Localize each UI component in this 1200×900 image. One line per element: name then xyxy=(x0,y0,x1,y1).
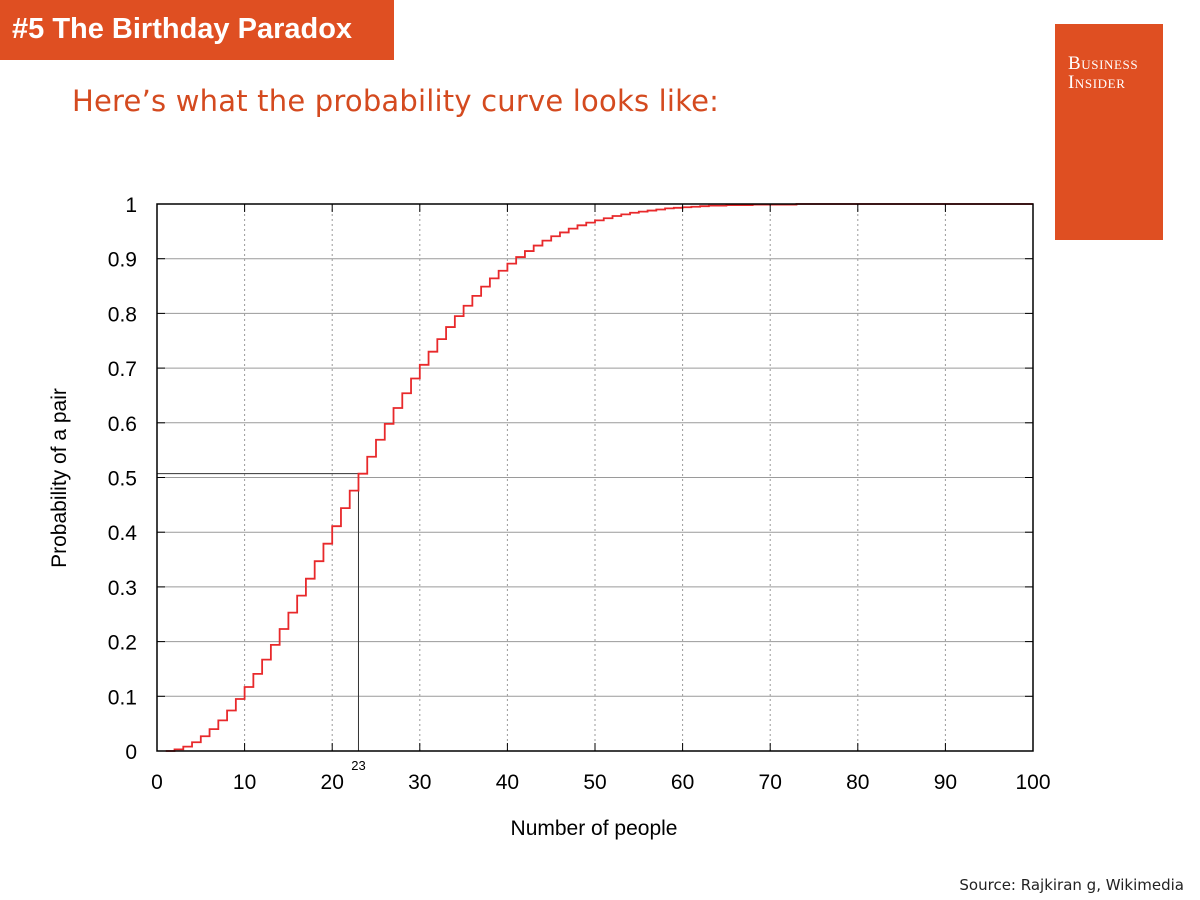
source-credit: Source: Rajkiran g, Wikimedia xyxy=(959,876,1184,894)
x-tick-label: 0 xyxy=(151,771,163,794)
y-tick-label: 0.5 xyxy=(108,468,137,491)
y-tick-label: 1 xyxy=(125,194,137,217)
y-tick-label: 0.2 xyxy=(108,632,137,655)
annotation-label: 23 xyxy=(351,758,365,773)
y-tick-label: 0 xyxy=(125,741,137,764)
slide-title-badge: #5 The Birthday Paradox xyxy=(0,0,394,60)
x-axis-label: Number of people xyxy=(511,817,678,840)
x-tick-label: 10 xyxy=(233,771,256,794)
chart-grid xyxy=(157,204,1033,751)
logo-line-1: Business xyxy=(1068,53,1139,74)
slide-title: #5 The Birthday Paradox xyxy=(12,13,353,45)
x-tick-label: 20 xyxy=(321,771,344,794)
y-tick-label: 0.8 xyxy=(108,303,137,326)
x-tick-label: 70 xyxy=(759,771,782,794)
chart-ticks: 00.10.20.30.40.50.60.70.80.910 10 20 30 40 50… xyxy=(108,194,1051,794)
x-tick-label: 50 xyxy=(583,771,606,794)
y-tick-label: 0.6 xyxy=(108,413,137,436)
y-tick-label: 0.3 xyxy=(108,577,137,600)
slide-subtitle: Here’s what the probability curve looks … xyxy=(72,84,720,118)
y-tick-label: 0.4 xyxy=(108,522,138,545)
logo-line-2: Insider xyxy=(1068,72,1126,93)
y-tick-label: 0.7 xyxy=(108,358,137,381)
y-axis-label: Probability of a pair xyxy=(48,388,71,568)
y-tick-label: 0.9 xyxy=(108,249,137,272)
x-tick-label: 40 xyxy=(496,771,519,794)
business-insider-logo: Business Insider xyxy=(1055,24,1163,240)
y-tick-label: 0.1 xyxy=(108,686,137,709)
x-tick-label: 100 xyxy=(1015,771,1050,794)
x-tick-label: 60 xyxy=(671,771,694,794)
chart-reference-lines xyxy=(157,473,359,751)
x-tick-label: 30 xyxy=(408,771,431,794)
x-tick-label: 80 xyxy=(846,771,869,794)
x-tick-label: 90 xyxy=(934,771,957,794)
